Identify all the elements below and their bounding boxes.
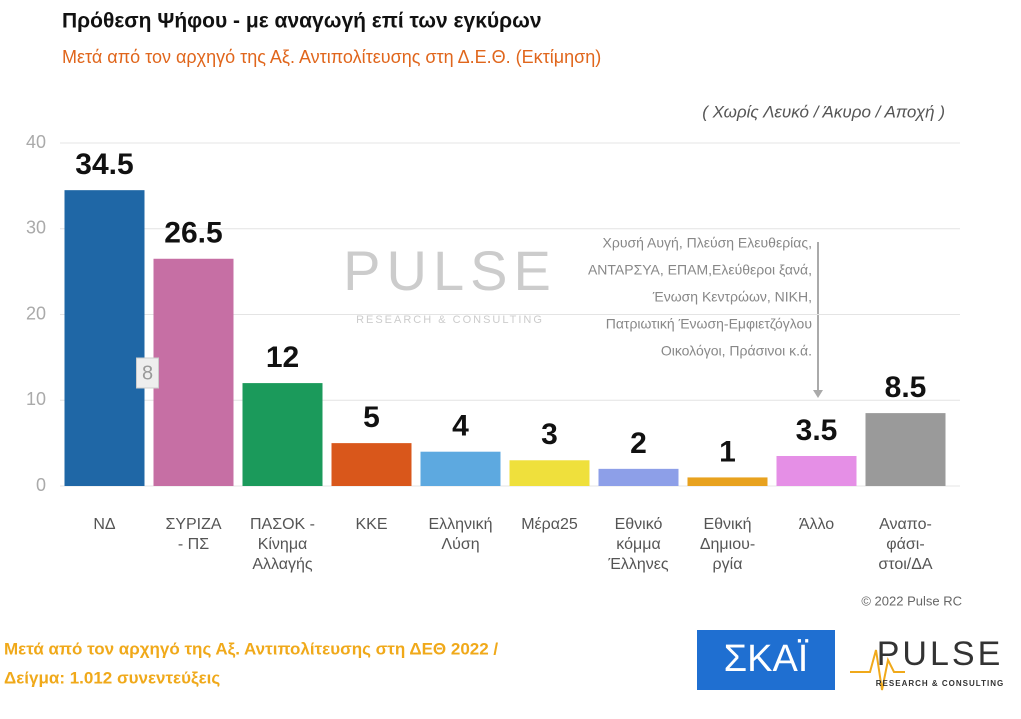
x-tick-label: ΝΔ: [93, 516, 116, 533]
y-tick-label: 20: [26, 303, 46, 323]
value-label: 2: [630, 427, 647, 460]
x-tick-label: ΚΚΕ: [355, 516, 388, 533]
others-note: Πατριωτική Ένωση-Εμφιετζόγλου: [606, 316, 812, 332]
pulse-logo-mark: [850, 649, 905, 691]
x-tick-label: ΠΑΣΟΚ - Κίνημα Αλλαγής: [249, 516, 315, 573]
bar: [64, 190, 145, 486]
x-tick-label: Μέρα25: [521, 516, 578, 533]
value-label: 8.5: [885, 371, 927, 404]
value-label: 3.5: [796, 414, 838, 447]
others-note: ΑΝΤΑΡΣΥΑ, ΕΠΑΜ,Ελεύθεροι ξανά,: [588, 262, 812, 278]
skai-logo-text: ΣΚΑΪ: [724, 638, 809, 680]
bar: [420, 451, 501, 486]
x-tick-label: ΣΥΡΙΖΑ - ΠΣ: [165, 516, 222, 553]
skai-logo: [697, 630, 835, 690]
source: © 2022 Pulse RC: [861, 593, 962, 608]
x-tick-label: Αναπο- φάσι- στοι/ΔΑ: [878, 516, 933, 573]
note: ( Χωρίς Λευκό / Άκυρο / Αποχή ): [702, 102, 945, 121]
pulse-logo-text: PULSE: [877, 635, 1004, 673]
footer-line: Μετά από τον αρχηγό της Αξ. Αντιπολίτευσ…: [4, 639, 498, 658]
y-tick-label: 40: [26, 132, 46, 152]
difference-label: 8: [142, 362, 153, 384]
value-label: 3: [541, 418, 558, 451]
footer-line: Δείγμα: 1.012 συνεντεύξεις: [4, 668, 220, 687]
x-tick-label: Εθνικό κόμμα Έλληνες: [608, 516, 669, 573]
value-label: 12: [266, 341, 299, 374]
watermark-sub: RESEARCH & CONSULTING: [356, 314, 544, 326]
others-note: Ένωση Κεντρώων, ΝΙΚΗ,: [652, 289, 812, 305]
watermark: PULSE: [343, 239, 557, 302]
y-tick-label: 10: [26, 389, 46, 409]
y-tick-label: 0: [36, 475, 46, 495]
bar: [509, 460, 590, 486]
chart-subtitle: Μετά από τον αρχηγό της Αξ. Αντιπολίτευσ…: [62, 47, 601, 67]
value-label: 26.5: [164, 217, 222, 250]
value-label: 1: [719, 435, 736, 468]
x-tick-label: Εθνική Δημιου- ργία: [699, 516, 756, 573]
bar: [153, 258, 234, 486]
others-note: Χρυσή Αυγή, Πλεύση Ελευθερίας,: [603, 235, 812, 251]
difference-box: [136, 357, 159, 389]
value-label: 34.5: [75, 148, 133, 181]
bar: [331, 443, 412, 486]
bar: [865, 413, 946, 486]
pointer-arrow: [813, 390, 823, 398]
value-label: 5: [363, 401, 380, 434]
y-tick-label: 30: [26, 218, 46, 238]
bar: [776, 455, 857, 486]
others-note: Οικολόγοι, Πράσινοι κ.ά.: [661, 343, 812, 359]
chart-title: Πρόθεση Ψήφου - με αναγωγή επί των εγκύρ…: [62, 10, 542, 33]
x-tick-label: Άλλο: [798, 516, 835, 533]
bar: [598, 468, 679, 486]
value-label: 4: [452, 410, 469, 443]
bar: [687, 477, 768, 486]
x-tick-label: Ελληνική Λύση: [428, 516, 493, 553]
bar: [242, 383, 323, 486]
pulse-logo-sub: RESEARCH & CONSULTING: [876, 679, 1004, 688]
